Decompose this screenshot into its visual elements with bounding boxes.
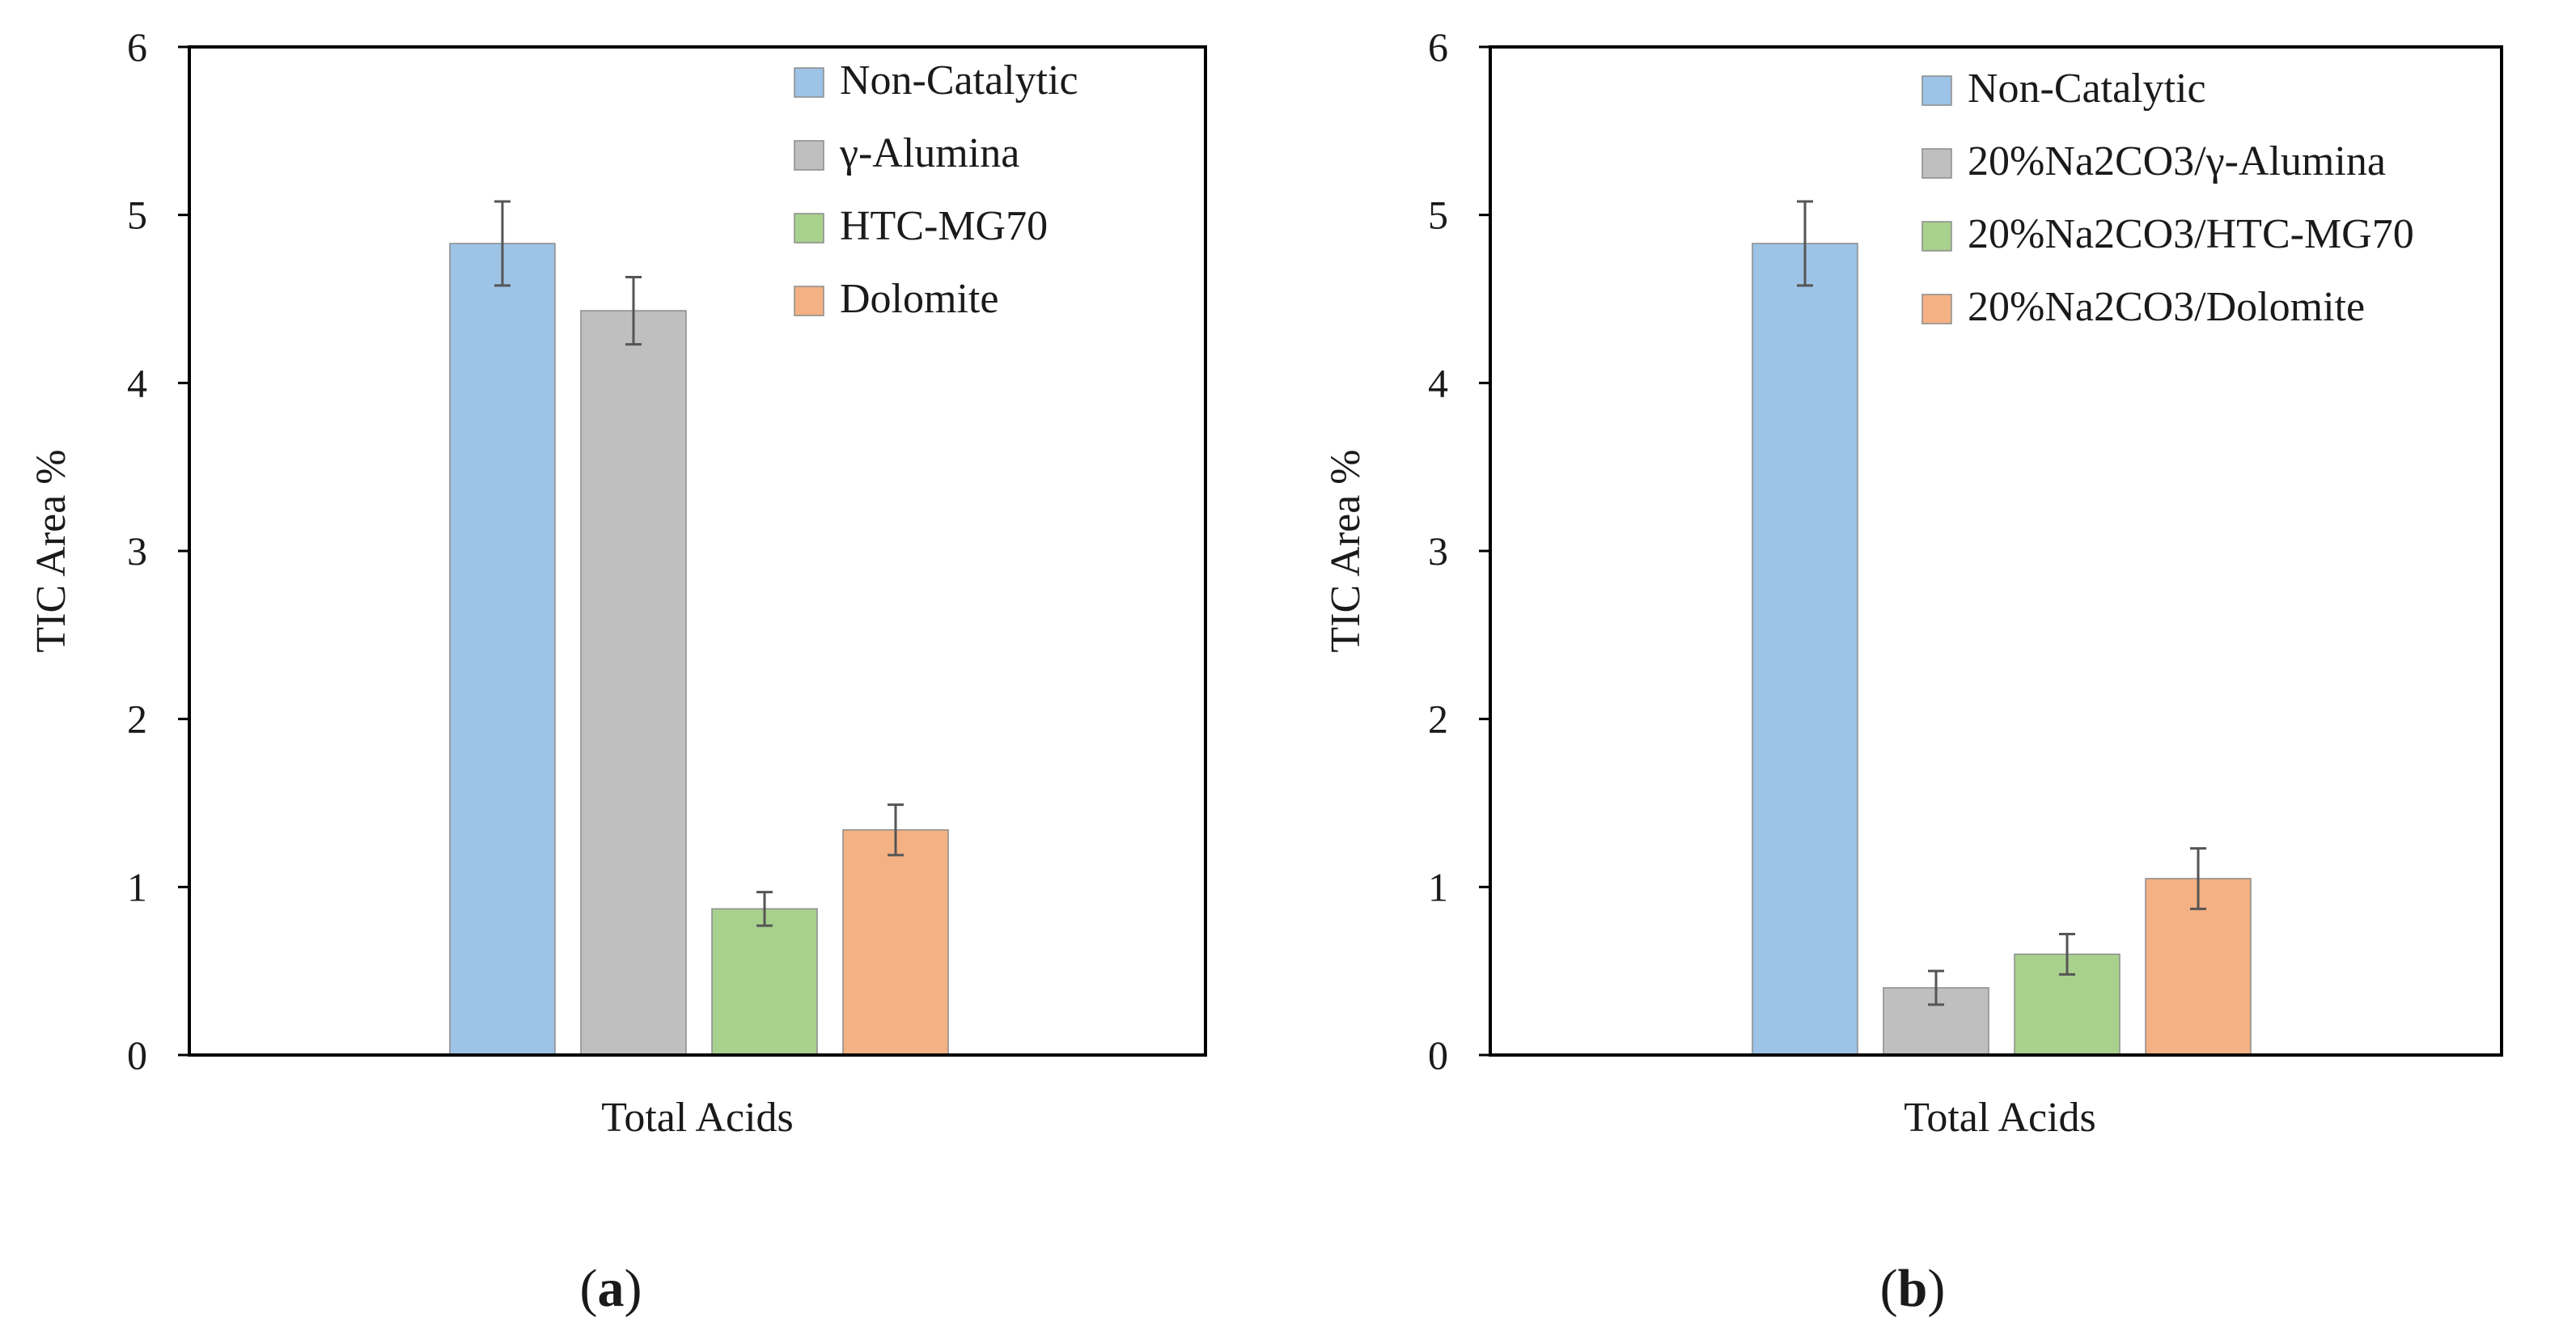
legend-swatch	[794, 213, 824, 244]
x-category-label: Total Acids	[1904, 1095, 2096, 1141]
y-tick-label: 5	[1428, 193, 1448, 238]
panel-b: 0 1 2 3 4 5 6 TIC Area % Total Acids Non-Catalyti…	[1288, 0, 2576, 1339]
legend-swatch	[794, 67, 824, 98]
y-tick-label: 3	[127, 528, 147, 574]
legend-label: Non-Catalytic	[1968, 66, 2206, 112]
legend-label: Dolomite	[840, 276, 998, 322]
chart-b: 0 1 2 3 4 5 6 TIC Area % Total Acids Non-Catalyti…	[1323, 24, 2503, 1141]
label-letter: a	[597, 1259, 625, 1318]
legend-swatch	[1921, 294, 1952, 324]
bar	[711, 908, 818, 1056]
y-tick-label: 0	[1428, 1032, 1448, 1078]
legend-label: 20%Na2CO3/HTC-MG70	[1968, 211, 2414, 257]
y-axis-label: TIC Area %	[28, 449, 74, 652]
y-tick-label: 6	[127, 24, 147, 70]
legend-swatch	[794, 140, 824, 171]
legend-label: Non-Catalytic	[840, 57, 1078, 104]
legend-label: 20%Na2CO3/Dolomite	[1968, 284, 2365, 330]
bar	[842, 828, 949, 1056]
y-tick-label: 4	[1428, 360, 1448, 405]
bar	[449, 243, 556, 1056]
y-tick-label: 1	[1428, 864, 1448, 909]
legend-swatch	[794, 286, 824, 316]
y-tick-label: 4	[127, 360, 147, 405]
y-tick-label: 1	[127, 864, 147, 909]
chart-a: 0 1 2 3 4 5 6 TIC Area % Total Acids Non-Catalyti…	[28, 24, 1207, 1141]
legend-swatch	[1921, 221, 1952, 252]
y-tick-label: 2	[127, 697, 147, 742]
panel-a: 0 1 2 3 4 5 6 TIC Area % Total Acids Non-Catalyti…	[28, 24, 1207, 1316]
legend-swatch	[1921, 75, 1952, 106]
y-tick-label: 2	[1428, 697, 1448, 742]
label-open-paren: (	[579, 1259, 598, 1318]
panel-label-a: (a)	[546, 1262, 676, 1316]
label-close-paren: )	[1927, 1259, 1946, 1318]
plot-frame	[188, 45, 1207, 1057]
bar	[1752, 243, 1858, 1056]
plot-frame	[1489, 45, 2503, 1057]
label-close-paren: )	[624, 1259, 642, 1318]
y-tick-label: 5	[127, 193, 147, 238]
y-tick-label: 0	[127, 1032, 147, 1078]
x-category-label: Total Acids	[601, 1095, 794, 1141]
y-tick-label: 3	[1428, 528, 1448, 574]
panel-label-b: (b)	[1848, 1262, 1977, 1316]
label-open-paren: (	[1879, 1259, 1898, 1318]
y-axis-label: TIC Area %	[1323, 449, 1369, 652]
legend-swatch	[1921, 148, 1952, 179]
legend-label: HTC-MG70	[840, 203, 1048, 249]
label-letter: b	[1897, 1259, 1928, 1318]
bar	[580, 310, 687, 1056]
legend-label: 20%Na2CO3/γ-Alumina	[1968, 138, 2386, 184]
y-tick-label: 6	[1428, 24, 1448, 70]
legend-label: γ-Alumina	[839, 130, 1019, 176]
